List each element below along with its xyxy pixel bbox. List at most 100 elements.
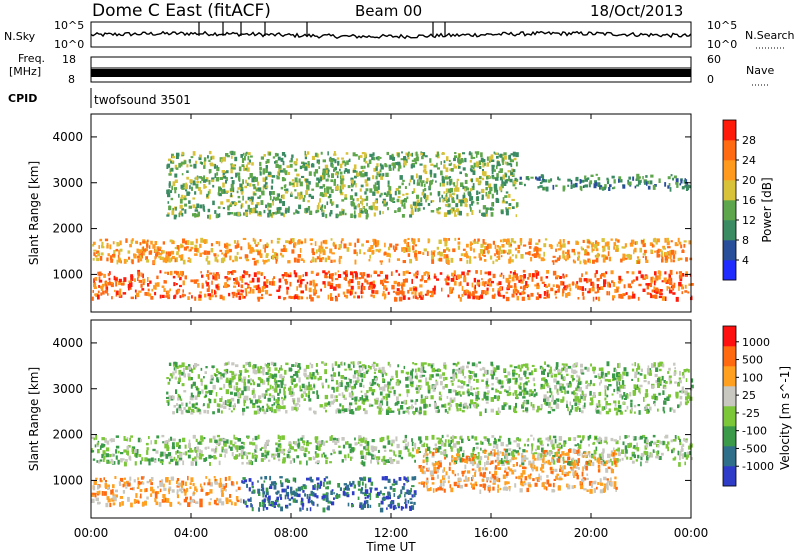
heatmap-cell	[322, 170, 325, 173]
heatmap-cell	[340, 487, 342, 491]
heatmap-cell	[186, 191, 190, 196]
heatmap-cell	[273, 197, 275, 200]
heatmap-cell	[546, 480, 549, 485]
heatmap-cell	[409, 183, 411, 186]
heatmap-cell	[674, 457, 676, 460]
heatmap-cell	[321, 242, 323, 247]
heatmap-cell	[335, 167, 337, 170]
heatmap-cell	[387, 436, 390, 440]
heatmap-cell	[216, 165, 218, 168]
heatmap-cell	[680, 179, 682, 183]
heatmap-cell	[97, 485, 99, 489]
heatmap-cell	[659, 271, 662, 276]
heatmap-cell	[257, 278, 260, 283]
heatmap-cell	[411, 438, 413, 442]
heatmap-cell	[316, 477, 319, 480]
heatmap-cell	[614, 179, 616, 183]
heatmap-cell	[339, 260, 341, 264]
heatmap-cell	[515, 248, 517, 251]
heatmap-cell	[111, 459, 113, 462]
heatmap-cell	[571, 180, 573, 185]
heatmap-cell	[305, 190, 308, 195]
heatmap-cell	[224, 189, 226, 194]
heatmap-cell	[437, 475, 439, 479]
heatmap-cell	[206, 274, 208, 277]
heatmap-cell	[418, 436, 421, 440]
heatmap-cell	[513, 152, 516, 157]
heatmap-cell	[358, 489, 361, 491]
heatmap-cell	[360, 155, 363, 158]
heatmap-cell	[484, 436, 487, 439]
heatmap-cell	[558, 248, 561, 250]
heatmap-cell	[205, 476, 207, 479]
heatmap-cell	[338, 446, 340, 448]
heatmap-cell	[121, 501, 124, 506]
heatmap-cell	[547, 444, 549, 447]
heatmap-cell	[232, 164, 235, 167]
heatmap-cell	[371, 290, 374, 294]
heatmap-cell	[462, 453, 464, 457]
heatmap-cell	[289, 498, 292, 501]
heatmap-cell	[679, 273, 682, 275]
heatmap-cell	[621, 449, 624, 454]
heatmap-cell	[517, 296, 520, 301]
heatmap-cell	[249, 487, 251, 491]
heatmap-cell	[559, 469, 561, 473]
heatmap-cell	[415, 208, 417, 211]
heatmap-cell	[417, 179, 419, 184]
heatmap-cell	[390, 501, 394, 504]
heatmap-cell	[189, 292, 191, 294]
heatmap-cell	[575, 444, 578, 446]
heatmap-cell	[537, 456, 540, 460]
heatmap-cell	[225, 489, 227, 492]
heatmap-cell	[250, 503, 252, 507]
heatmap-cell	[440, 480, 442, 484]
heatmap-cell	[263, 282, 266, 286]
heatmap-cell	[507, 238, 510, 242]
heatmap-cell	[549, 452, 551, 457]
heatmap-cell	[150, 296, 153, 300]
heatmap-cell	[141, 457, 143, 461]
heatmap-cell	[315, 241, 317, 246]
heatmap-cell	[231, 177, 234, 179]
heatmap-cell	[402, 486, 405, 490]
heatmap-cell	[544, 179, 547, 182]
heatmap-cell	[520, 276, 523, 279]
heatmap-cell	[100, 273, 103, 275]
heatmap-cell	[214, 210, 216, 214]
colorbar-swatch	[723, 240, 736, 260]
heatmap-cell	[253, 186, 256, 189]
heatmap-cell	[301, 195, 303, 199]
freq-trace	[91, 68, 691, 77]
heatmap-cell	[363, 437, 365, 440]
colorbar-tick-label: 28	[742, 134, 756, 147]
heatmap-cell	[314, 493, 316, 497]
heatmap-cell	[114, 290, 116, 292]
heatmap-cell	[237, 212, 240, 216]
heatmap-cell	[362, 460, 364, 465]
heatmap-cell	[409, 259, 412, 264]
heatmap-cell	[325, 457, 328, 459]
heatmap-cell	[123, 292, 127, 295]
heatmap-cell	[555, 297, 557, 299]
heatmap-cell	[535, 483, 538, 487]
heatmap-cell	[613, 246, 615, 250]
heatmap-cell	[189, 448, 192, 453]
heatmap-cell	[545, 452, 547, 455]
heatmap-cell	[185, 445, 187, 449]
heatmap-cell	[282, 459, 285, 464]
heatmap-cell	[482, 195, 484, 199]
heatmap-cell	[563, 239, 565, 243]
heatmap-cell	[535, 477, 537, 479]
heatmap-cell	[335, 297, 338, 301]
heatmap-cell	[407, 157, 410, 159]
heatmap-cell	[176, 290, 178, 295]
heatmap-cell	[301, 486, 304, 490]
heatmap-cell	[185, 497, 188, 500]
heatmap-cell	[437, 487, 439, 490]
heatmap-cell	[178, 163, 181, 168]
heatmap-cell	[372, 191, 375, 196]
heatmap-cell	[125, 459, 128, 462]
heatmap-cell	[360, 478, 363, 481]
heatmap-cell	[672, 178, 674, 181]
